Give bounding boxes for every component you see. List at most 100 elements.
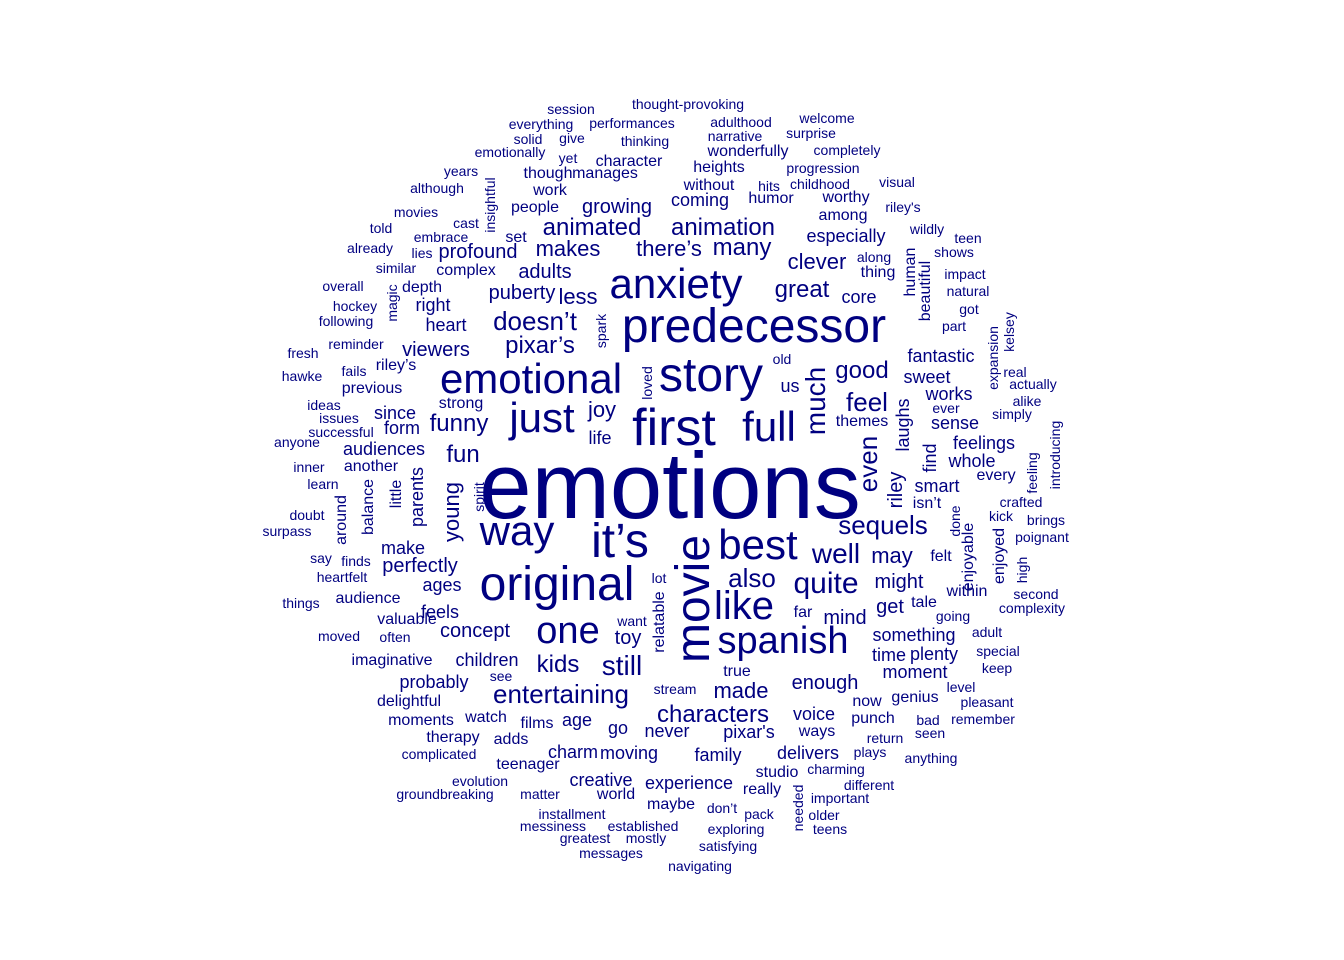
word-180: parents: [407, 466, 427, 528]
word-120: every: [976, 467, 1016, 484]
word-9: full: [742, 403, 796, 450]
word-47: especially: [806, 226, 886, 246]
word-188: ideas: [307, 397, 341, 413]
word-234: welcome: [799, 110, 855, 126]
word-68: smart: [914, 476, 960, 496]
word-143: studio: [755, 764, 799, 781]
word-142: charming: [807, 761, 865, 777]
word-216: manages: [572, 165, 638, 182]
word-98: now: [852, 693, 882, 710]
word-228: heights: [693, 159, 745, 176]
word-196: following: [318, 313, 374, 329]
word-123: brings: [1026, 512, 1066, 528]
word-168: often: [379, 629, 411, 645]
word-126: second: [1013, 586, 1059, 602]
word-166: imaginative: [351, 652, 433, 669]
word-217: emotionally: [474, 144, 546, 160]
word-186: issues: [319, 410, 359, 426]
word-10: best: [718, 521, 798, 568]
word-69: riley: [885, 471, 907, 509]
word-40: young: [439, 482, 464, 542]
word-73: sweet: [903, 367, 951, 387]
word-2: first: [632, 399, 716, 457]
word-82: delivers: [776, 743, 840, 763]
word-105: therapy: [426, 729, 480, 746]
word-129: adult: [971, 624, 1003, 640]
word-45: pixar's: [723, 722, 775, 742]
word-164: complicated: [401, 746, 477, 762]
word-109: far: [793, 604, 813, 621]
word-81: experience: [644, 773, 734, 793]
word-204: lies: [411, 245, 433, 261]
word-85: age: [561, 710, 593, 730]
word-174: heartfelt: [316, 569, 368, 585]
word-206: told: [369, 220, 393, 236]
word-183: inner: [293, 459, 325, 475]
word-61: perfectly: [382, 555, 458, 577]
word-250: part: [941, 318, 967, 334]
word-131: keep: [981, 660, 1013, 676]
word-257: introducing: [1047, 420, 1063, 490]
word-170: audience: [335, 590, 401, 607]
word-173: doubt: [289, 507, 325, 523]
word-264: loved: [639, 366, 655, 400]
word-179: little: [388, 479, 405, 509]
word-207: movies: [393, 204, 439, 220]
word-232: adulthood: [710, 114, 772, 130]
word-211: insightful: [482, 177, 498, 233]
word-44: coming: [670, 190, 730, 210]
word-231: hits: [758, 178, 780, 194]
word-243: wildly: [909, 221, 945, 237]
word-155: greatest: [559, 830, 611, 846]
word-26: even: [853, 435, 883, 493]
word-205: embrace: [413, 229, 469, 245]
word-156: messages: [579, 845, 643, 861]
word-222: performances: [589, 115, 675, 131]
word-221: everything: [508, 116, 574, 132]
word-151: exploring: [707, 821, 765, 837]
word-29: great: [774, 276, 830, 303]
word-41: may: [871, 543, 913, 568]
word-48: adults: [518, 261, 572, 283]
word-20: kids: [536, 651, 580, 678]
word-238: childhood: [790, 176, 850, 192]
word-248: natural: [946, 283, 990, 299]
word-227: wonderfully: [707, 143, 789, 160]
word-59: ages: [422, 575, 462, 595]
word-114: within: [946, 583, 988, 600]
word-110: lot: [651, 570, 667, 586]
word-15: one: [536, 610, 600, 652]
word-210: cast: [453, 215, 479, 231]
word-146: pack: [744, 806, 774, 822]
word-52: might: [874, 571, 924, 593]
word-77: voice: [792, 704, 836, 724]
word-95: plenty: [909, 644, 959, 664]
word-253: real: [1003, 364, 1027, 380]
word-87: heart: [425, 315, 467, 335]
word-224: thought-provoking: [631, 96, 745, 112]
word-67: works: [925, 384, 973, 404]
word-111: relatable: [651, 591, 668, 653]
word-28: feel: [846, 387, 888, 417]
word-93: beautiful: [917, 260, 934, 322]
word-38: fun: [446, 441, 480, 468]
word-0: emotions: [479, 433, 861, 538]
word-191: hawke: [281, 368, 323, 384]
word-22: characters: [656, 701, 770, 728]
word-247: impact: [944, 266, 986, 282]
word-153: navigating: [668, 858, 732, 874]
word-56: get: [876, 596, 904, 618]
word-237: progression: [786, 160, 860, 176]
word-24: well: [811, 538, 861, 569]
word-239: visual: [879, 174, 915, 190]
word-104: films: [520, 715, 554, 732]
word-118: enjoyed: [991, 527, 1008, 585]
word-107: teenager: [496, 756, 560, 773]
word-50: puberty: [488, 282, 556, 304]
word-53: something: [872, 625, 956, 645]
word-226: character: [595, 153, 663, 170]
word-200: overall: [322, 278, 364, 294]
word-66: life: [588, 428, 612, 448]
word-7: emotional: [439, 355, 623, 402]
